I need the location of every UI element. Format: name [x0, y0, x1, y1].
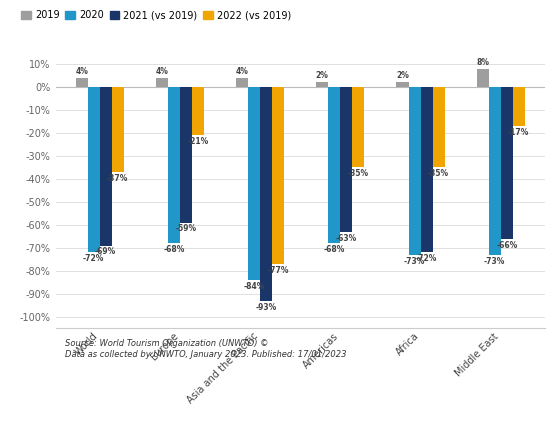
Bar — [156, 78, 168, 87]
Bar — [180, 87, 192, 223]
Bar — [433, 87, 445, 168]
Bar — [420, 87, 433, 253]
Text: -35%: -35% — [428, 169, 449, 178]
Bar — [168, 87, 180, 243]
Bar — [76, 78, 88, 87]
Bar — [353, 87, 364, 168]
Bar — [192, 87, 204, 135]
Text: -21%: -21% — [187, 137, 208, 146]
Text: -72%: -72% — [416, 254, 437, 263]
Bar — [88, 87, 100, 253]
Bar — [316, 83, 328, 87]
Text: -66%: -66% — [496, 240, 518, 250]
Bar — [340, 87, 353, 232]
Text: 4%: 4% — [75, 67, 88, 76]
Bar — [328, 87, 340, 243]
Text: -73%: -73% — [484, 257, 505, 266]
Bar — [501, 87, 513, 239]
Text: -77%: -77% — [267, 266, 289, 275]
Text: -84%: -84% — [244, 282, 265, 291]
Bar — [396, 83, 409, 87]
Bar — [476, 69, 489, 87]
Text: -17%: -17% — [508, 128, 529, 137]
Legend: 2019, 2020, 2021 (vs 2019), 2022 (vs 2019): 2019, 2020, 2021 (vs 2019), 2022 (vs 201… — [21, 11, 291, 20]
Text: 4%: 4% — [156, 67, 168, 76]
Text: -68%: -68% — [324, 245, 345, 254]
Text: -73%: -73% — [404, 257, 425, 266]
Text: 4%: 4% — [236, 67, 249, 76]
Text: 2%: 2% — [316, 72, 329, 80]
Text: Source: World Tourism Organization (UNWTO) ©
Data as collected by UNWTO, January: Source: World Tourism Organization (UNWT… — [66, 339, 347, 359]
Bar — [260, 87, 272, 301]
Text: 8%: 8% — [476, 58, 489, 67]
Text: -69%: -69% — [95, 248, 116, 256]
Text: 2%: 2% — [396, 72, 409, 80]
Bar — [489, 87, 501, 255]
Text: -37%: -37% — [107, 174, 128, 183]
Bar — [409, 87, 420, 255]
Bar — [513, 87, 525, 126]
Bar — [100, 87, 112, 245]
Bar — [236, 78, 248, 87]
Text: -35%: -35% — [348, 169, 369, 178]
Text: -68%: -68% — [163, 245, 185, 254]
Text: -72%: -72% — [83, 254, 105, 263]
Text: -59%: -59% — [175, 224, 196, 233]
Bar — [112, 87, 124, 172]
Text: -93%: -93% — [256, 303, 277, 312]
Bar — [272, 87, 284, 264]
Bar — [248, 87, 260, 280]
Text: -63%: -63% — [336, 234, 357, 242]
